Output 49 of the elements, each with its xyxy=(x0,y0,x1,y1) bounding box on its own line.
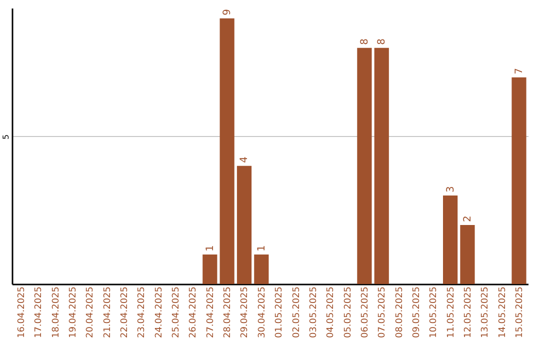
x-tick-label: 29.04.2025 xyxy=(240,286,250,338)
bar xyxy=(254,254,269,284)
x-tick-label: 16.04.2025 xyxy=(17,286,28,338)
x-tick-label: 27.04.2025 xyxy=(206,286,216,338)
x-tick-label: 18.04.2025 xyxy=(51,286,62,338)
x-tick-label: 06.05.2025 xyxy=(360,286,370,338)
x-tick-label: 15.05.2025 xyxy=(514,286,525,338)
x-tick-label: 28.04.2025 xyxy=(223,286,234,338)
x-tick-label: 30.04.2025 xyxy=(257,286,268,338)
bar xyxy=(512,77,526,284)
x-tick-label: 24.04.2025 xyxy=(154,286,164,338)
x-tick-label: 04.05.2025 xyxy=(326,286,336,338)
x-tick-label: 05.05.2025 xyxy=(343,286,354,338)
bar xyxy=(460,224,475,284)
bar xyxy=(220,18,234,284)
bar xyxy=(443,195,458,284)
x-tick-label: 26.04.2025 xyxy=(188,286,199,338)
x-tick-label: 25.04.2025 xyxy=(172,286,182,338)
x-tick-label: 14.05.2025 xyxy=(498,286,508,338)
data-label: 9 xyxy=(222,8,234,16)
x-tick-label: 03.05.2025 xyxy=(308,286,319,338)
data-label: 8 xyxy=(376,38,388,45)
x-tick-label: 07.05.2025 xyxy=(378,286,388,338)
x-tick-label: 08.05.2025 xyxy=(394,286,405,338)
data-label: 1 xyxy=(204,245,216,252)
bar xyxy=(236,166,252,284)
bar xyxy=(357,48,372,284)
data-label: 8 xyxy=(359,38,370,45)
data-label: 4 xyxy=(239,156,250,163)
x-tick-label: 23.04.2025 xyxy=(137,286,148,338)
x-tick-label: 12.05.2025 xyxy=(463,286,474,338)
x-tick-label: 13.05.2025 xyxy=(480,286,491,338)
x-tick-label: 20.04.2025 xyxy=(86,286,96,338)
data-label: 7 xyxy=(514,68,525,74)
y-tick-label: 5 xyxy=(2,134,10,140)
x-tick-label: 17.04.2025 xyxy=(34,286,44,338)
bar xyxy=(374,48,389,284)
x-tick-label: 11.05.2025 xyxy=(446,286,456,338)
x-tick-label: 10.05.2025 xyxy=(429,286,440,338)
bar xyxy=(202,254,218,284)
x-tick-label: 19.04.2025 xyxy=(68,286,79,338)
data-label: 3 xyxy=(445,186,456,192)
x-tick-label: 09.05.2025 xyxy=(412,286,422,338)
data-label: 1 xyxy=(256,245,268,252)
data-label: 2 xyxy=(462,216,474,222)
x-tick-label: 01.05.2025 xyxy=(274,286,285,338)
x-tick-label: 02.05.2025 xyxy=(292,286,302,338)
x-tick-label: 21.04.2025 xyxy=(102,286,113,338)
x-tick-label: 22.04.2025 xyxy=(120,286,130,338)
